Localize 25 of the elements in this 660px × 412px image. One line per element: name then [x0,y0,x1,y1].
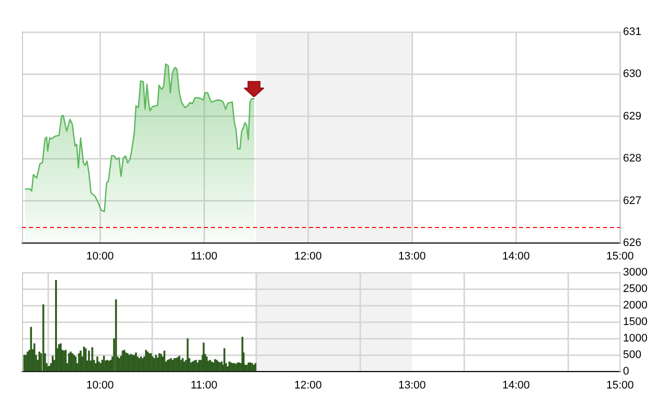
x-tick-label: 14:00 [502,379,530,392]
y-tick-label: 627 [623,194,642,207]
y-tick-label: 1000 [623,332,648,345]
y-tick-label: 0 [623,366,630,378]
y-tick-label: 1500 [623,316,648,328]
x-tick-label: 11:00 [190,250,218,263]
y-tick-label: 500 [623,349,642,362]
x-tick-label: 14:00 [502,250,530,263]
x-tick-label: 15:00 [606,379,634,392]
y-tick-label: 626 [623,237,642,250]
y-tick-label: 631 [623,26,642,38]
x-tick-label: 10:00 [86,379,114,392]
y-tick-label: 2500 [623,283,648,296]
x-tick-label: 10:00 [86,250,114,263]
x-tick-label: 12:00 [294,379,322,392]
x-tick-label: 12:00 [294,250,322,263]
y-tick-label: 3000 [623,266,648,279]
y-tick-label: 630 [623,68,642,80]
y-tick-label: 629 [623,110,642,122]
x-tick-label: 15:00 [606,250,634,263]
x-tick-label: 13:00 [398,379,426,392]
y-tick-label: 2000 [623,300,648,312]
x-tick-label: 13:00 [398,250,426,263]
y-tick-label: 628 [623,152,642,165]
x-tick-label: 11:00 [190,379,218,392]
